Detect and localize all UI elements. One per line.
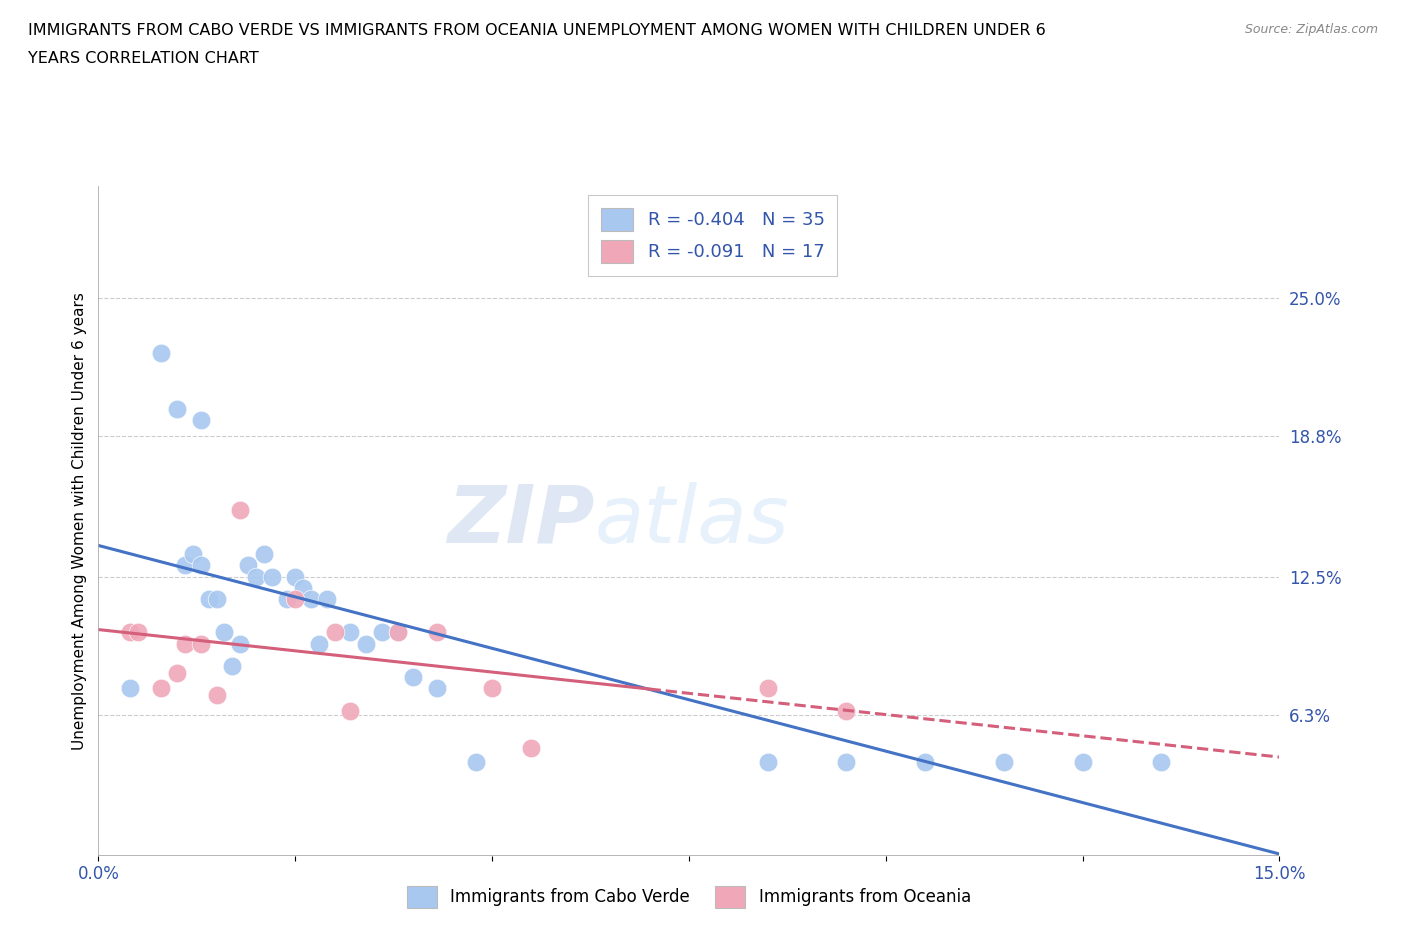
Point: [371, 625, 394, 640]
Point: [205, 591, 228, 606]
Text: Source: ZipAtlas.com: Source: ZipAtlas.com: [1244, 23, 1378, 36]
Point: [284, 591, 307, 606]
Point: [426, 681, 449, 696]
Text: IMMIGRANTS FROM CABO VERDE VS IMMIGRANTS FROM OCEANIA UNEMPLOYMENT AMONG WOMEN W: IMMIGRANTS FROM CABO VERDE VS IMMIGRANTS…: [28, 23, 1046, 38]
Point: [835, 754, 858, 769]
Point: [236, 558, 259, 573]
Point: [299, 591, 322, 606]
Point: [253, 547, 276, 562]
Point: [308, 636, 330, 651]
Point: [1150, 754, 1173, 769]
Point: [387, 625, 409, 640]
Point: [190, 636, 212, 651]
Point: [221, 658, 243, 673]
Text: ZIP: ZIP: [447, 482, 595, 560]
Point: [1071, 754, 1094, 769]
Point: [118, 625, 141, 640]
Point: [835, 703, 858, 718]
Point: [914, 754, 936, 769]
Point: [150, 346, 173, 361]
Point: [354, 636, 377, 651]
Point: [481, 681, 503, 696]
Text: atlas: atlas: [595, 482, 789, 560]
Text: YEARS CORRELATION CHART: YEARS CORRELATION CHART: [28, 51, 259, 66]
Point: [402, 670, 425, 684]
Point: [174, 636, 197, 651]
Point: [245, 569, 267, 584]
Point: [520, 741, 543, 756]
Legend: Immigrants from Cabo Verde, Immigrants from Oceania: Immigrants from Cabo Verde, Immigrants f…: [401, 880, 977, 914]
Point: [150, 681, 173, 696]
Point: [166, 402, 188, 417]
Point: [426, 625, 449, 640]
Point: [387, 625, 409, 640]
Point: [229, 502, 252, 517]
Point: [465, 754, 488, 769]
Point: [214, 625, 236, 640]
Point: [181, 547, 204, 562]
Point: [292, 580, 315, 595]
Point: [205, 687, 228, 702]
Point: [127, 625, 149, 640]
Point: [284, 569, 307, 584]
Point: [260, 569, 283, 584]
Point: [174, 558, 197, 573]
Y-axis label: Unemployment Among Women with Children Under 6 years: Unemployment Among Women with Children U…: [72, 292, 87, 750]
Point: [190, 413, 212, 428]
Point: [118, 681, 141, 696]
Point: [339, 625, 361, 640]
Point: [339, 703, 361, 718]
Point: [197, 591, 219, 606]
Point: [756, 681, 779, 696]
Point: [756, 754, 779, 769]
Point: [323, 625, 346, 640]
Point: [190, 558, 212, 573]
Point: [993, 754, 1015, 769]
Point: [229, 636, 252, 651]
Point: [315, 591, 337, 606]
Point: [166, 665, 188, 680]
Point: [276, 591, 298, 606]
